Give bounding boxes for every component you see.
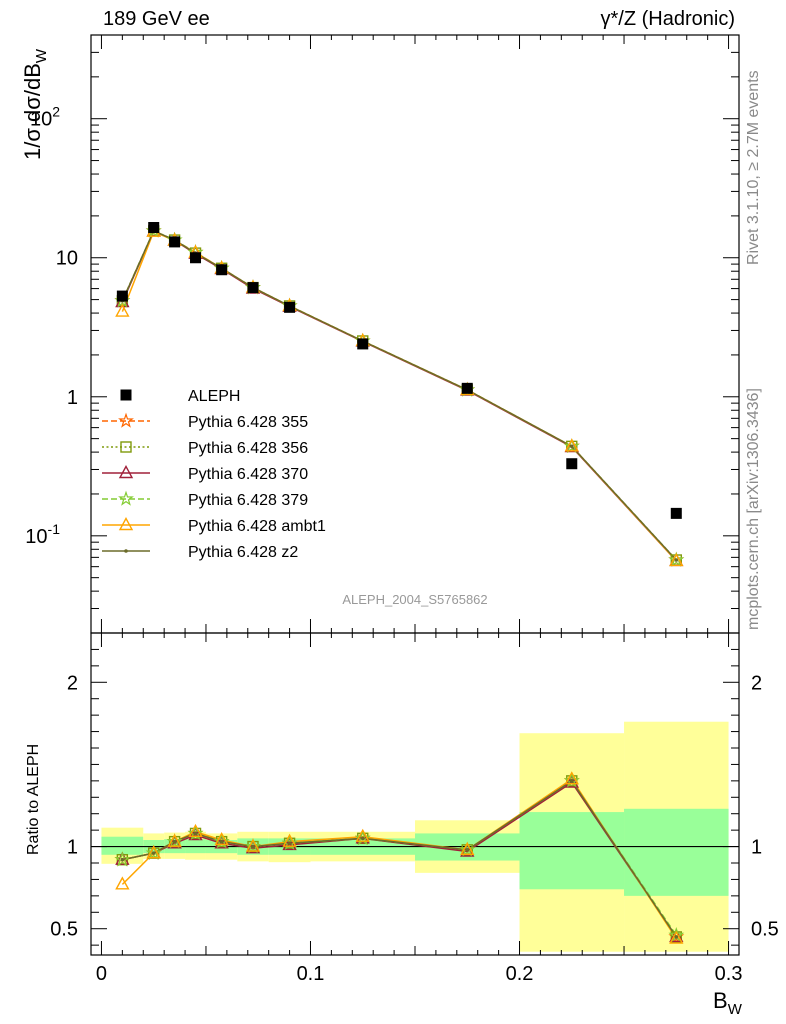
legend-marker-p355 [118,412,134,428]
legend-label-p379: Pythia 6.428 379 [188,492,308,509]
y-tick-label: 102 [30,104,60,131]
header-left: 189 GeV ee [103,8,210,30]
point-data [116,290,128,302]
band-inner [624,808,729,896]
legend-marker-p356 [120,441,132,453]
ratio-y-tick-label: 1 [67,837,78,859]
point-z2 [360,836,365,841]
legend-label-ambt1: Pythia 6.428 ambt1 [188,518,326,535]
point-data [190,252,202,264]
legend-label-z2: Pythia 6.428 z2 [188,544,298,561]
ratio-y-tick-label-right: 1 [751,837,762,859]
legend: ALEPH Pythia 6.428 355 Pythia 6.428 356 Pyt… [102,388,326,561]
point-p370 [355,830,370,844]
point-z2 [569,779,574,783]
point-data [247,282,259,294]
ratio-y-tick-label-right: 2 [751,672,762,694]
band-inner [519,812,625,890]
point-z2 [193,831,198,836]
point-ambt1 [669,552,684,567]
ratio-y-tick-label: 0.5 [50,919,78,941]
point-ambt1 [669,930,684,944]
point-ambt1 [115,876,130,890]
y-tick-label: 10 [56,248,78,270]
y-tick-label: 10-1 [25,521,60,548]
axis-labels: 0 0.1 0.2 0.3 10-1 1 10 102 0.5 0.5 1 1 2 2 1/σ dσ/dBW… [20,48,779,1018]
x-tick-label: 0.2 [506,963,534,985]
point-z2 [219,839,224,844]
point-z2 [151,851,156,855]
axes [90,34,740,956]
x-tick-label: 0.3 [715,963,743,985]
x-axis-label: BW [713,988,743,1018]
point-data [461,382,473,394]
point-p379 [166,833,183,849]
point-p379 [114,851,131,867]
header-right: γ*/Z (Hadronic) [600,8,735,30]
main-panel-series [114,222,685,567]
point-data [670,507,682,519]
point-z2 [465,848,470,852]
point-p379 [459,841,476,857]
point-data [169,236,181,248]
legend-marker-ambt1 [118,517,134,531]
legend-label-p356: Pythia 6.428 356 [188,440,308,457]
point-data [357,338,369,350]
point-z2 [674,935,679,939]
point-ambt1 [355,828,370,842]
point-p379 [145,844,162,860]
legend-label-p355: Pythia 6.428 355 [188,414,308,431]
point-p379 [668,551,685,567]
point-p379 [563,438,580,454]
point-ambt1 [282,833,297,847]
point-data [566,458,578,470]
ratio-y-tick-label-right: 0.5 [751,919,779,941]
point-z2 [287,841,292,846]
point-z2 [120,857,125,862]
legend-marker-data [120,389,132,401]
legend-label-data: ALEPH [188,388,240,405]
point-ambt1 [214,832,229,846]
legend-marker-p370 [118,465,134,479]
point-ambt1 [188,823,203,837]
point-ambt1 [167,833,182,847]
point-z2 [172,839,177,844]
point-ambt1 [460,841,475,856]
point-z2 [674,558,679,562]
point-data [148,222,160,234]
point-z2 [251,844,255,849]
x-tick-label: 0.1 [297,963,325,985]
band-inner [101,836,144,855]
legend-marker-z2 [124,549,128,553]
y-tick-label: 1 [67,387,78,409]
point-ambt1 [115,303,130,317]
ratio-panel-series [114,771,685,944]
legend-marker-p379 [118,490,134,506]
ratio-y-tick-label: 2 [67,672,78,694]
point-ambt1 [564,438,579,452]
point-data [284,301,296,313]
main-y-label: 1/σ dσ/dBW [20,48,50,160]
point-z2 [569,444,574,449]
point-data [216,264,228,276]
x-tick-label: 0 [96,963,107,985]
point-ambt1 [245,838,261,852]
legend-label-p370: Pythia 6.428 370 [188,466,308,483]
point-p379 [245,838,261,854]
analysis-watermark: ALEPH_2004_S5765862 [342,592,487,607]
point-ambt1 [146,845,161,859]
point-ambt1 [564,771,579,785]
point-p370 [115,851,130,865]
ratio-y-label: Ratio to ALEPH [25,744,42,855]
